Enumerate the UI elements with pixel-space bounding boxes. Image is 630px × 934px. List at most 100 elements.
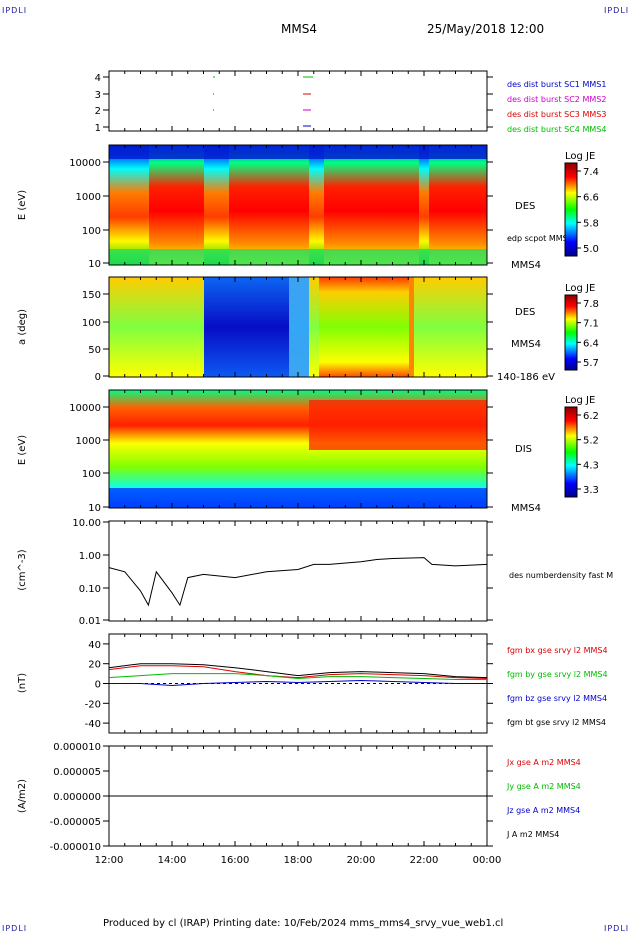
- des-energy-colorbar-label: 5.8: [583, 218, 599, 229]
- des-spectrogram-strip: [109, 145, 149, 265]
- density-ylabel: (cm^-3): [17, 549, 28, 590]
- des-pitch-y-tick-label: 150: [82, 290, 101, 301]
- burst-y-tick-label: 4: [95, 73, 101, 84]
- des-energy-colorbar: [564, 162, 578, 257]
- pitch-strip: [429, 277, 487, 377]
- burst-y-tick-label: 3: [95, 90, 101, 101]
- time-axis-tick-label: 22:00: [410, 855, 439, 866]
- time-axis-tick-label: 16:00: [221, 855, 250, 866]
- des-energy-y-tick-label: 10: [88, 259, 101, 270]
- des-energy-colorbar-label: 7.4: [583, 167, 599, 178]
- current-y-tick-label: -0.000010: [50, 842, 101, 853]
- dis-energy-ylabel: E (eV): [17, 435, 28, 465]
- bfield-bz-line: [109, 679, 487, 687]
- pitch-strip: [414, 277, 429, 377]
- bfield-legend-entry: fgm bx gse srvy l2 MMS4: [507, 646, 608, 655]
- burst-y-tick-label: 2: [95, 106, 101, 117]
- dis-spectrogram-peak: [309, 400, 487, 450]
- logo-top-right: IPDLI: [604, 6, 630, 15]
- current-ylabel: (A/m2): [17, 779, 28, 813]
- des-spectrogram-lowenergy-band: [109, 249, 487, 265]
- dis-energy-y-tick-label: 10: [88, 503, 101, 514]
- bfield-y-tick-label: 0: [95, 680, 101, 691]
- burst-legend-entry: des dist burst SC4 MMS4: [507, 125, 606, 134]
- des-pitch-y-tick-label: 50: [88, 345, 101, 356]
- dis-spectrogram-lowenergy-band: [109, 488, 487, 508]
- des-energy-y-tick-label: 100: [82, 226, 101, 237]
- burst-legend-entry: des dist burst SC3 MMS3: [507, 110, 606, 119]
- des-spectrogram-strip: [229, 145, 309, 265]
- burst-legend-entry: des dist burst SC2 MMS2: [507, 95, 606, 104]
- bfield-y-tick-label: 40: [88, 640, 101, 651]
- des-spectrogram-strip: [324, 145, 419, 265]
- bfield-by-line: [108, 673, 487, 680]
- logo-bottom-left: IPDLI: [2, 924, 28, 933]
- des-pitch-colorbar: [564, 294, 578, 371]
- pitch-strip: [204, 277, 289, 377]
- logo-bottom-right: IPDLI: [604, 924, 630, 933]
- bfield-legend-entry: fgm bt gse srvy l2 MMS4: [507, 718, 606, 727]
- bfield-y-tick-label: 20: [88, 660, 101, 671]
- des-pitch-colorbar-label: 7.1: [583, 319, 599, 330]
- bfield-bx-line: [108, 665, 488, 679]
- des-spectrogram-strip: [419, 145, 429, 265]
- des-energy-label: DES: [515, 201, 535, 212]
- bfield-bt-line: [108, 663, 488, 679]
- pitch-strip: [409, 277, 414, 377]
- plot-datetime: 25/May/2018 12:00: [427, 22, 545, 36]
- des-energy-y-tick-label: 10000: [69, 158, 101, 169]
- time-axis-tick-label: 20:00: [347, 855, 376, 866]
- density-legend: des numberdensity fast M: [509, 571, 613, 580]
- density-y-tick-label: 0.01: [79, 616, 101, 627]
- des-energy-colorbar-label: 5.0: [583, 244, 599, 255]
- pitch-strip: [319, 277, 409, 377]
- pitch-strip: [109, 277, 204, 377]
- dis-energy-sc-label: MMS4: [511, 503, 541, 514]
- footer-credits: Produced by cl (IRAP) Printing date: 10/…: [103, 918, 504, 929]
- current-y-tick-label: 0.000000: [53, 792, 101, 803]
- des-pitch-colorbar-label: 7.8: [583, 299, 599, 310]
- des-pitch-y-tick-label: 100: [82, 318, 101, 329]
- dis-energy-colorbar-title: Log JE: [565, 395, 595, 406]
- des-pitch-label: DES: [515, 307, 535, 318]
- des-pitch-ylabel: a (deg): [17, 309, 28, 345]
- dis-energy-y-tick-label: 10000: [69, 403, 101, 414]
- des-spectrogram-strip: [309, 145, 324, 265]
- current-legend-entry: Jx gse A m2 MMS4: [506, 758, 581, 767]
- time-axis-tick-label: 12:00: [95, 855, 124, 866]
- dis-energy-y-tick-label: 100: [82, 469, 101, 480]
- density-y-tick-label: 10.00: [72, 518, 101, 529]
- dis-energy-label: DIS: [515, 444, 532, 455]
- des-energy-colorbar-title: Log JE: [565, 151, 595, 162]
- burst-panel-frame: [108, 70, 488, 132]
- des-pitch-sc-label: MMS4: [511, 339, 541, 350]
- dis-energy-y-tick-label: 1000: [76, 436, 101, 447]
- des-spectrogram-strip: [429, 145, 487, 265]
- des-energy-ylabel: E (eV): [17, 190, 28, 220]
- des-pitch-colorbar-title: Log JE: [565, 283, 595, 294]
- time-axis-tick-label: 14:00: [158, 855, 187, 866]
- density-series-line: [108, 557, 488, 607]
- bfield-y-tick-label: -20: [85, 699, 101, 710]
- pitch-strip: [289, 277, 309, 377]
- current-legend-entry: Jz gse A m2 MMS4: [506, 806, 580, 815]
- des-pitch-colorbar-label: 6.4: [583, 338, 599, 349]
- plot-title: MMS4: [281, 22, 317, 36]
- des-pitch-colorbar-label: 5.7: [583, 358, 599, 369]
- time-axis-tick-label: 00:00: [473, 855, 502, 866]
- des-pitch-range-label: 140-186 eV: [497, 372, 555, 383]
- dis-energy-colorbar-label: 4.3: [583, 460, 599, 471]
- des-spectrogram-highenergy-band: [109, 145, 487, 159]
- des-pitch-y-tick-label: 0: [95, 372, 101, 383]
- bfield-ylabel: (nT): [17, 673, 28, 693]
- time-axis-tick-label: 18:00: [284, 855, 313, 866]
- des-spectrogram-strip: [149, 145, 204, 265]
- current-y-tick-label: 0.000005: [53, 767, 101, 778]
- current-legend-entry: Jy gse A m2 MMS4: [506, 782, 581, 791]
- pitch-strip: [309, 277, 319, 377]
- current-legend-entry: J A m2 MMS4: [506, 830, 559, 839]
- des-energy-colorbar-label: 6.6: [583, 193, 599, 204]
- current-y-tick-label: 0.000010: [53, 742, 101, 753]
- burst-y-tick-label: 1: [95, 123, 101, 134]
- des-energy-overlay-label: edp scpot MMS4: [507, 234, 573, 243]
